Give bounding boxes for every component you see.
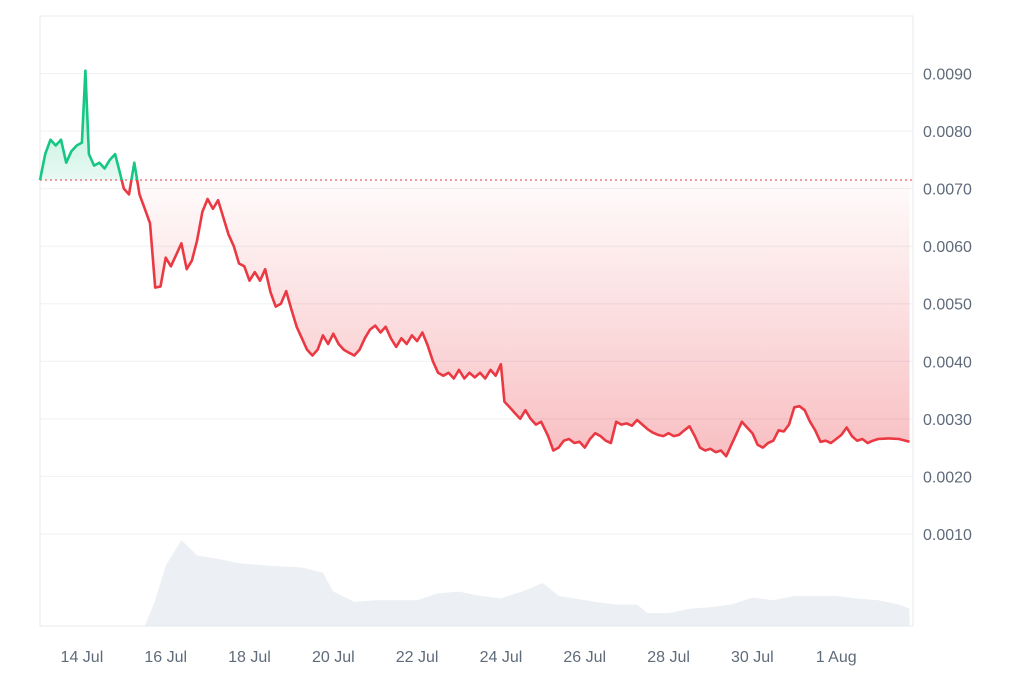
price-area-fills: [40, 70, 910, 457]
y-tick-label: 0.0040: [923, 354, 972, 371]
volume-area: [144, 540, 910, 626]
x-tick-label: 18 Jul: [228, 649, 271, 666]
price-fill-below: [121, 180, 910, 457]
volume-fill: [144, 540, 910, 626]
y-tick-label: 0.0030: [923, 412, 972, 429]
x-axis-labels: 14 Jul 16 Jul 18 Jul 20 Jul 22 Jul 24 Jul 26 J…: [61, 649, 857, 666]
x-tick-label: 26 Jul: [563, 649, 606, 666]
x-tick-label: 30 Jul: [731, 649, 774, 666]
x-tick-label: 22 Jul: [396, 649, 439, 666]
x-tick-label: 24 Jul: [480, 649, 523, 666]
x-tick-label: 28 Jul: [647, 649, 690, 666]
y-tick-label: 0.0080: [923, 124, 972, 141]
x-tick-label: 14 Jul: [61, 649, 104, 666]
y-tick-label: 0.0090: [923, 67, 972, 84]
y-tick-label: 0.0010: [923, 527, 972, 544]
y-tick-label: 0.0070: [923, 182, 972, 199]
y-tick-label: 0.0020: [923, 469, 972, 486]
price-lines: [38, 69, 910, 458]
x-tick-label: 16 Jul: [144, 649, 187, 666]
x-tick-label: 1 Aug: [816, 649, 857, 666]
y-tick-label: 0.0060: [923, 239, 972, 256]
x-tick-label: 20 Jul: [312, 649, 355, 666]
price-line-below: [40, 180, 910, 458]
y-axis-labels: 0.0010 0.0020 0.0030 0.0040 0.0050 0.0060 0.00…: [923, 67, 972, 544]
y-tick-label: 0.0050: [923, 297, 972, 314]
